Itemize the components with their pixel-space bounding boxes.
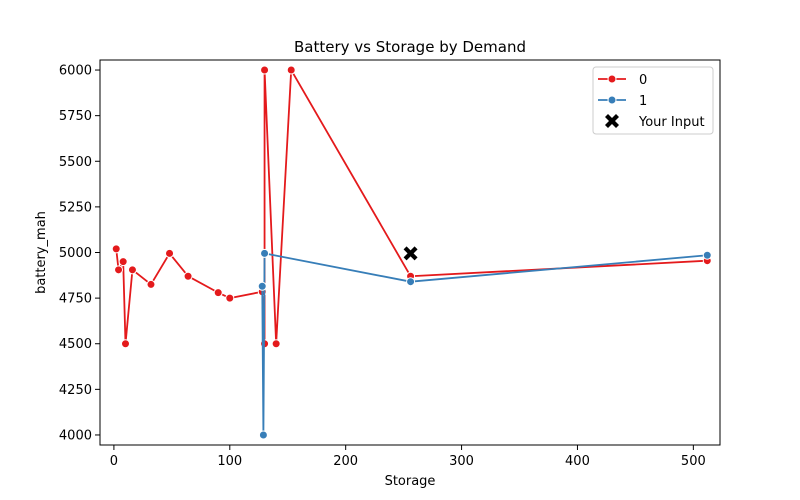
data-point <box>120 339 130 349</box>
data-point <box>702 250 712 260</box>
data-point <box>146 279 156 289</box>
data-point <box>260 248 270 258</box>
chart-title: Battery vs Storage by Demand <box>294 38 526 56</box>
legend-label-0: 0 <box>639 73 647 88</box>
y-tick-label: 4500 <box>59 337 92 352</box>
y-tick-label: 4000 <box>59 428 92 443</box>
data-point <box>213 288 223 298</box>
y-tick-label: 5000 <box>59 246 92 261</box>
data-point <box>286 65 296 75</box>
x-tick-label: 300 <box>449 454 474 469</box>
data-point <box>111 244 121 254</box>
data-point <box>271 339 281 349</box>
x-tick-label: 0 <box>110 454 118 469</box>
x-tick-label: 100 <box>217 454 242 469</box>
series-line-1 <box>261 252 708 436</box>
data-point <box>406 277 416 287</box>
data-point <box>118 257 128 267</box>
legend-box <box>592 66 714 135</box>
legend-marker-1 <box>607 95 617 105</box>
series-1 <box>257 248 712 440</box>
y-axis-ticks: 4000 4250 4500 4750 5000 5250 5500 5750 6000 <box>59 64 100 443</box>
data-point <box>258 430 268 440</box>
data-point <box>114 265 124 275</box>
data-point <box>183 271 193 281</box>
y-tick-label: 6000 <box>59 64 92 79</box>
y-tick-label: 5750 <box>59 109 92 124</box>
legend: 0 1 Your Input <box>592 66 714 135</box>
legend-marker-0 <box>607 74 617 84</box>
x-tick-label: 200 <box>333 454 358 469</box>
data-point <box>165 248 175 258</box>
your-input-marker <box>403 246 418 261</box>
y-tick-label: 5250 <box>59 200 92 215</box>
series-layer <box>111 65 712 440</box>
data-point <box>127 265 137 275</box>
legend-label-1: 1 <box>639 94 647 109</box>
y-axis-label: battery_mah <box>34 211 49 294</box>
y-tick-label: 4250 <box>59 383 92 398</box>
data-point <box>260 65 270 75</box>
x-tick-label: 500 <box>681 454 706 469</box>
x-axis-label: Storage <box>385 474 436 489</box>
legend-marker-your-input <box>605 114 619 128</box>
y-tick-label: 5500 <box>59 155 92 170</box>
x-tick-label: 400 <box>565 454 590 469</box>
x-axis-ticks: 0 100 200 300 400 500 <box>110 445 706 469</box>
y-tick-label: 4750 <box>59 292 92 307</box>
data-point <box>257 281 267 291</box>
data-point <box>225 293 235 303</box>
legend-label-your-input: Your Input <box>638 115 705 130</box>
